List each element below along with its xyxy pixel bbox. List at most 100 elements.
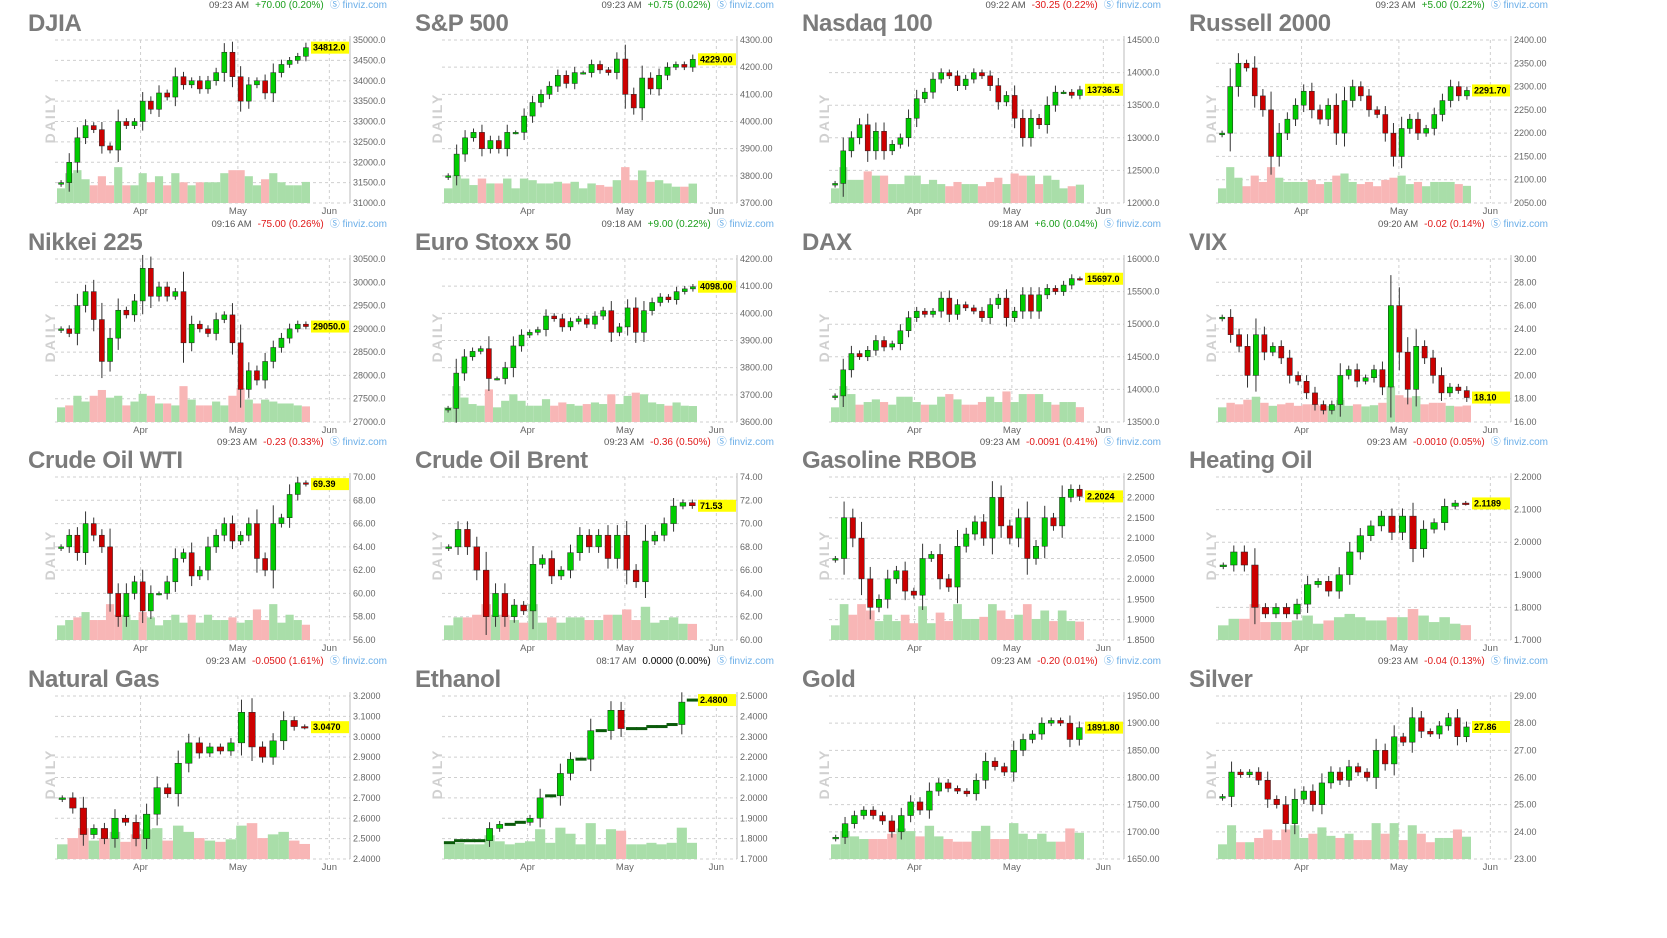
chart-title[interactable]: Silver [1189,665,1253,693]
chart-title[interactable]: Nasdaq 100 [802,10,933,37]
candle [1335,567,1343,599]
quote-time: 09:23 AM [979,437,1021,448]
source-link[interactable]: Ⓢ finviz.com [330,0,387,12]
source-link[interactable]: Ⓢ finviz.com [1104,219,1161,231]
volume-bar [179,385,188,422]
candlestick-chart[interactable]: 2.50002.40002.30002.20002.10002.00001.90… [387,656,774,875]
candlestick-chart[interactable]: 4300.004200.004100.004000.003900.003800.… [387,0,774,219]
x-tick-label: Jun [322,643,337,654]
candle [1003,288,1010,326]
candlestick-chart[interactable]: 1950.001900.001850.001800.001750.001700.… [774,656,1161,875]
y-tick-label: 3700.00 [740,389,773,399]
chart-panel[interactable]: Ethanol 08:17 AM 0.0000 (0.00%) Ⓢ finviz.co… [387,656,774,874]
source-link[interactable]: Ⓢ finviz.com [1491,219,1548,231]
source-link[interactable]: Ⓢ finviz.com [330,219,387,231]
volume-bar [680,186,689,203]
chart-title[interactable]: Crude Oil Brent [415,447,588,474]
volume-bar [1010,401,1019,422]
volume-bar [1283,181,1292,203]
chart-panel[interactable]: DJIA 09:23 AM +70.00 (0.20%) Ⓢ finviz.com DA… [0,0,387,218]
chart-panel[interactable]: Russell 2000 09:23 AM +5.00 (0.22%) Ⓢ finvi… [1161,0,1548,218]
chart-panel[interactable]: Crude Oil Brent 09:23 AM -0.36 (0.50%) Ⓢ fi… [387,437,774,655]
candlestick-chart[interactable]: 16000.015500.015000.014500.014000.013500… [774,219,1161,438]
candlestick-chart[interactable]: 30.0028.0026.0024.0022.0020.0018.0016.00… [1161,219,1548,438]
chart-panel[interactable]: S&P 500 09:23 AM +0.75 (0.02%) Ⓢ finviz.com… [387,0,774,218]
chart-title[interactable]: Heating Oil [1189,447,1313,474]
chart-panel[interactable]: Nikkei 225 09:16 AM -75.00 (0.26%) Ⓢ finviz… [0,219,387,437]
source-label: finviz.com [1503,218,1548,230]
last-price: 2291.70 [1474,85,1507,95]
chart-panel[interactable]: Natural Gas 09:23 AM -0.0500 (1.61%) Ⓢ finv… [0,656,387,874]
chart-panel[interactable]: Euro Stoxx 50 09:18 AM +9.00 (0.22%) Ⓢ finv… [387,219,774,437]
source-link[interactable]: Ⓢ finviz.com [1491,656,1548,668]
chart-title[interactable]: VIX [1189,228,1227,256]
source-link[interactable]: Ⓢ finviz.com [717,656,774,668]
x-tick-label: Jun [709,425,724,436]
source-link[interactable]: Ⓢ finviz.com [1491,0,1548,12]
candle [576,527,584,561]
candle-body [1327,771,1334,783]
candle [1278,339,1285,364]
x-tick-label: May [616,862,634,873]
chart-panel[interactable]: Gasoline RBOB 09:23 AM -0.0091 (0.41%) Ⓢ fi… [774,437,1161,655]
source-link[interactable]: Ⓢ finviz.com [717,219,774,231]
chart-title[interactable]: Gold [802,665,856,693]
candle-body [221,523,228,536]
candlestick-chart[interactable]: 74.0072.0070.0068.0066.0064.0062.0060.00… [387,437,774,656]
candle-body [237,534,244,542]
candlestick-chart[interactable]: 35000.034500.034000.033500.033000.032500… [0,0,387,219]
candlestick-chart[interactable]: 4200.004100.004000.003900.003800.003700.… [387,219,774,438]
chart-title[interactable]: DAX [802,228,852,256]
chart-panel[interactable]: VIX 09:20 AM -0.02 (0.14%) Ⓢ finviz.com DAIL… [1161,219,1548,437]
candle [82,511,89,565]
source-link[interactable]: Ⓢ finviz.com [330,437,387,449]
candle [1388,274,1394,418]
chart-panel[interactable]: DAX 09:18 AM +6.00 (0.04%) Ⓢ finviz.com DAIL… [774,219,1161,437]
candle-body [907,801,914,816]
x-tick-label: Apr [907,862,922,873]
chart-title[interactable]: Ethanol [415,665,501,693]
candlestick-chart[interactable]: 70.0068.0066.0064.0062.0060.0058.0056.00… [0,437,387,656]
volume-bar [179,622,188,640]
source-link[interactable]: Ⓢ finviz.com [717,0,774,12]
candlestick-chart[interactable]: 2.25002.20002.15002.10002.05002.00001.95… [774,437,1161,656]
candle [980,514,987,546]
volume-bar [883,614,893,640]
chart-panel[interactable]: Silver 09:23 AM -0.04 (0.13%) Ⓢ finviz.com D… [1161,656,1548,874]
chart-title[interactable]: DJIA [28,10,82,37]
source-link[interactable]: Ⓢ finviz.com [1104,0,1161,12]
candlestick-chart[interactable]: 2400.002350.002300.002250.002200.002150.… [1161,0,1548,219]
chart-title[interactable]: Crude Oil WTI [28,447,183,474]
volume-bar [277,402,286,422]
chart-panel[interactable]: Crude Oil WTI 09:23 AM -0.23 (0.33%) Ⓢ finv… [0,437,387,655]
chart-panel[interactable]: Gold 09:23 AM -0.20 (0.01%) Ⓢ finviz.com DAI… [774,656,1161,874]
chart-panel[interactable]: Heating Oil 09:23 AM -0.0010 (0.05%) Ⓢ finv… [1161,437,1548,655]
candlestick-chart[interactable]: 3.20003.10003.00002.90002.80002.70002.60… [0,656,387,875]
candle [1438,366,1445,401]
chart-title[interactable]: S&P 500 [415,10,509,37]
source-link[interactable]: Ⓢ finviz.com [1104,437,1161,449]
candlestick-chart[interactable]: 30500.030000.029500.029000.028500.028000… [0,219,387,438]
y-tick-label: 15000.0 [1127,319,1160,329]
candlestick-chart[interactable]: 14500.014000.013500.013000.012500.012000… [774,0,1161,219]
candle-body [1261,607,1269,615]
candle-body [1431,114,1438,129]
chart-title[interactable]: Nikkei 225 [28,228,143,256]
chart-title[interactable]: Gasoline RBOB [802,447,977,474]
price-change: +70.00 (0.20%) [255,0,324,11]
source-link[interactable]: Ⓢ finviz.com [1104,656,1161,668]
chart-title[interactable]: Natural Gas [28,665,160,693]
chart-title[interactable]: Euro Stoxx 50 [415,228,572,256]
source-link[interactable]: Ⓢ finviz.com [1491,437,1548,449]
volume-bar [444,625,454,640]
candle-body [180,76,187,86]
source-link[interactable]: Ⓢ finviz.com [330,656,387,668]
candle [642,524,649,599]
source-link[interactable]: Ⓢ finviz.com [717,437,774,449]
candle-body [294,323,301,329]
candle-body [237,711,245,743]
chart-panel[interactable]: Nasdaq 100 09:22 AM -30.25 (0.22%) Ⓢ finviz… [774,0,1161,218]
chart-title[interactable]: Russell 2000 [1189,10,1331,37]
